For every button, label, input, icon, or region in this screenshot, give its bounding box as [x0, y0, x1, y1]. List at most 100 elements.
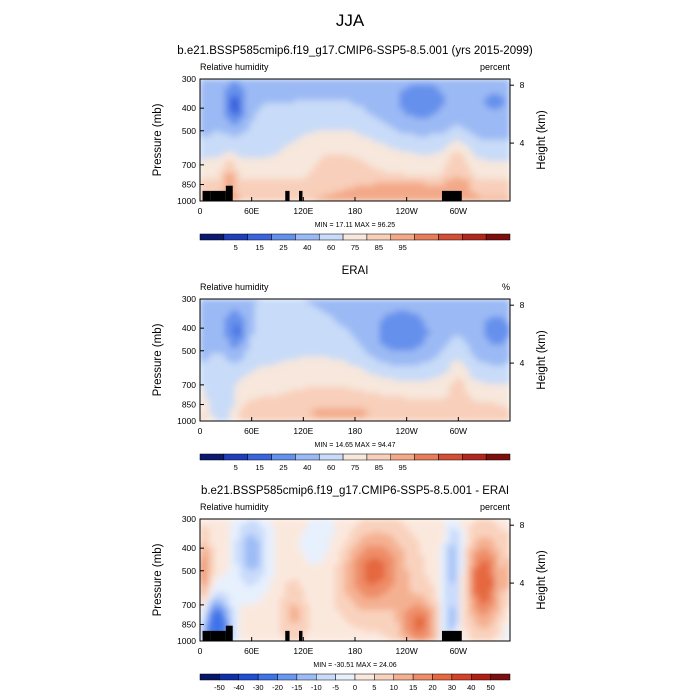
y-axis-label: Pressure (mb) [152, 323, 164, 396]
colorbar-swatch [342, 233, 368, 241]
y-tick-label: 500 [182, 346, 196, 356]
figure-title: JJA [336, 11, 365, 30]
y2-axis-label: Height (km) [536, 550, 548, 610]
y2-tick-label: 4 [520, 358, 525, 368]
y2-tick-label: 4 [520, 578, 525, 588]
colorbar-label: 75 [351, 463, 359, 472]
y-tick-label: 850 [182, 180, 196, 190]
min-max-label: MIN = -30.51 MAX = 24.06 [313, 662, 396, 669]
y-tick-label: 400 [182, 103, 196, 113]
y-tick-label: 850 [182, 620, 196, 630]
colorbar-label: -15 [291, 683, 302, 692]
y-axis-label: Pressure (mb) [152, 543, 164, 616]
colorbar-label: 25 [279, 463, 287, 472]
height-axis: 84 [510, 300, 525, 368]
colorbar-swatch [247, 233, 272, 241]
x-tick-label: 60W [450, 646, 467, 656]
topography-block [441, 630, 462, 641]
contour-field [200, 519, 510, 641]
colorbar-label: -50 [214, 683, 225, 692]
panel-title: b.e21.BSSP585cmip6.f19_g17.CMIP6-SSP5-8.… [201, 485, 509, 497]
y-tick-label: 300 [182, 514, 196, 524]
colorbar-label: 25 [279, 243, 287, 252]
y-tick-label: 1000 [177, 416, 196, 426]
colorbar-swatch [462, 453, 487, 461]
contour-field [200, 79, 510, 201]
panel-left-label: Relative humidity [200, 502, 269, 512]
topography-block [225, 625, 233, 641]
colorbar-label: 15 [409, 683, 417, 692]
x-tick-label: 120W [396, 206, 418, 216]
colorbar: 5 15 25 40 60 75 85 95 [199, 453, 511, 472]
longitude-axis: 0 60E 120E 180 120W 60W [198, 197, 467, 216]
topography-block [202, 190, 211, 201]
colorbar-swatch [318, 453, 344, 461]
y-tick-label: 500 [182, 126, 196, 136]
colorbar-swatch [485, 453, 511, 461]
colorbar-label: -30 [253, 683, 264, 692]
colorbar-label: -10 [311, 683, 322, 692]
panel-units-label: percent [480, 62, 511, 72]
x-tick-label: 0 [198, 426, 203, 436]
x-tick-label: 0 [198, 206, 203, 216]
y-tick-label: 400 [182, 543, 196, 553]
colorbar-label: -40 [233, 683, 244, 692]
colorbar-swatch [277, 673, 298, 681]
panel-difference: b.e21.BSSP585cmip6.f19_g17.CMIP6-SSP5-8.… [152, 485, 548, 692]
colorbar-swatch [414, 453, 439, 461]
colorbar-swatch [366, 453, 392, 461]
height-axis: 84 [510, 520, 525, 588]
height-axis: 84 [510, 80, 525, 148]
colorbar-swatch [199, 233, 225, 241]
topography-block [225, 185, 233, 201]
y-tick-label: 700 [182, 380, 196, 390]
colorbar-swatch [271, 233, 296, 241]
pressure-axis: 300 400 500 700 850 1000 [177, 294, 204, 426]
colorbar-swatch [354, 673, 375, 681]
colorbar-label: 95 [399, 463, 407, 472]
colorbar-label: 85 [375, 463, 383, 472]
panel-left-label: Relative humidity [200, 282, 269, 292]
topography-block [299, 630, 303, 641]
colorbar-swatch [223, 453, 248, 461]
topography-block [202, 630, 211, 641]
y2-axis-label: Height (km) [536, 330, 548, 390]
y2-tick-label: 4 [520, 138, 525, 148]
min-max-label: MIN = 14.65 MAX = 94.47 [315, 442, 396, 449]
colorbar-swatch [393, 673, 414, 681]
colorbar-swatch [490, 673, 511, 681]
topography-block [285, 190, 290, 201]
y-tick-label: 300 [182, 74, 196, 84]
x-tick-label: 60W [450, 426, 467, 436]
colorbar-swatch [316, 673, 336, 681]
colorbar-swatch [471, 673, 491, 681]
x-tick-label: 0 [198, 646, 203, 656]
x-tick-label: 120E [293, 646, 313, 656]
panel-title: b.e21.BSSP585cmip6.f19_g17.CMIP6-SSP5-8.… [177, 45, 533, 57]
colorbar-swatch [342, 453, 368, 461]
panel-erai: ERAI Relative humidity % 300400500700850… [152, 265, 548, 472]
panel-left-label: Relative humidity [200, 62, 269, 72]
x-tick-label: 180 [348, 426, 362, 436]
colorbar-swatch [238, 673, 259, 681]
colorbar-label: 10 [390, 683, 398, 692]
colorbar-label: 40 [303, 243, 311, 252]
colorbar-label: 5 [372, 683, 376, 692]
y-tick-label: 700 [182, 160, 196, 170]
colorbar-swatch [438, 233, 463, 241]
colorbar: -50 -40 -30 -20 -15 -10 -5 0 5 10 15 20 30 40 50 [199, 673, 511, 692]
colorbar-label: 85 [375, 243, 383, 252]
x-tick-label: 120W [396, 646, 418, 656]
colorbar-swatch [412, 673, 433, 681]
colorbar-label: 75 [351, 243, 359, 252]
y2-axis-label: Height (km) [536, 110, 548, 170]
colorbar-label: 40 [303, 463, 311, 472]
colorbar-swatch [223, 233, 248, 241]
colorbar-swatch [318, 233, 344, 241]
contour-field [200, 299, 510, 421]
colorbar-label: -20 [272, 683, 283, 692]
y-axis-label: Pressure (mb) [152, 103, 164, 176]
y2-tick-label: 8 [520, 520, 525, 530]
colorbar-swatch [485, 233, 511, 241]
